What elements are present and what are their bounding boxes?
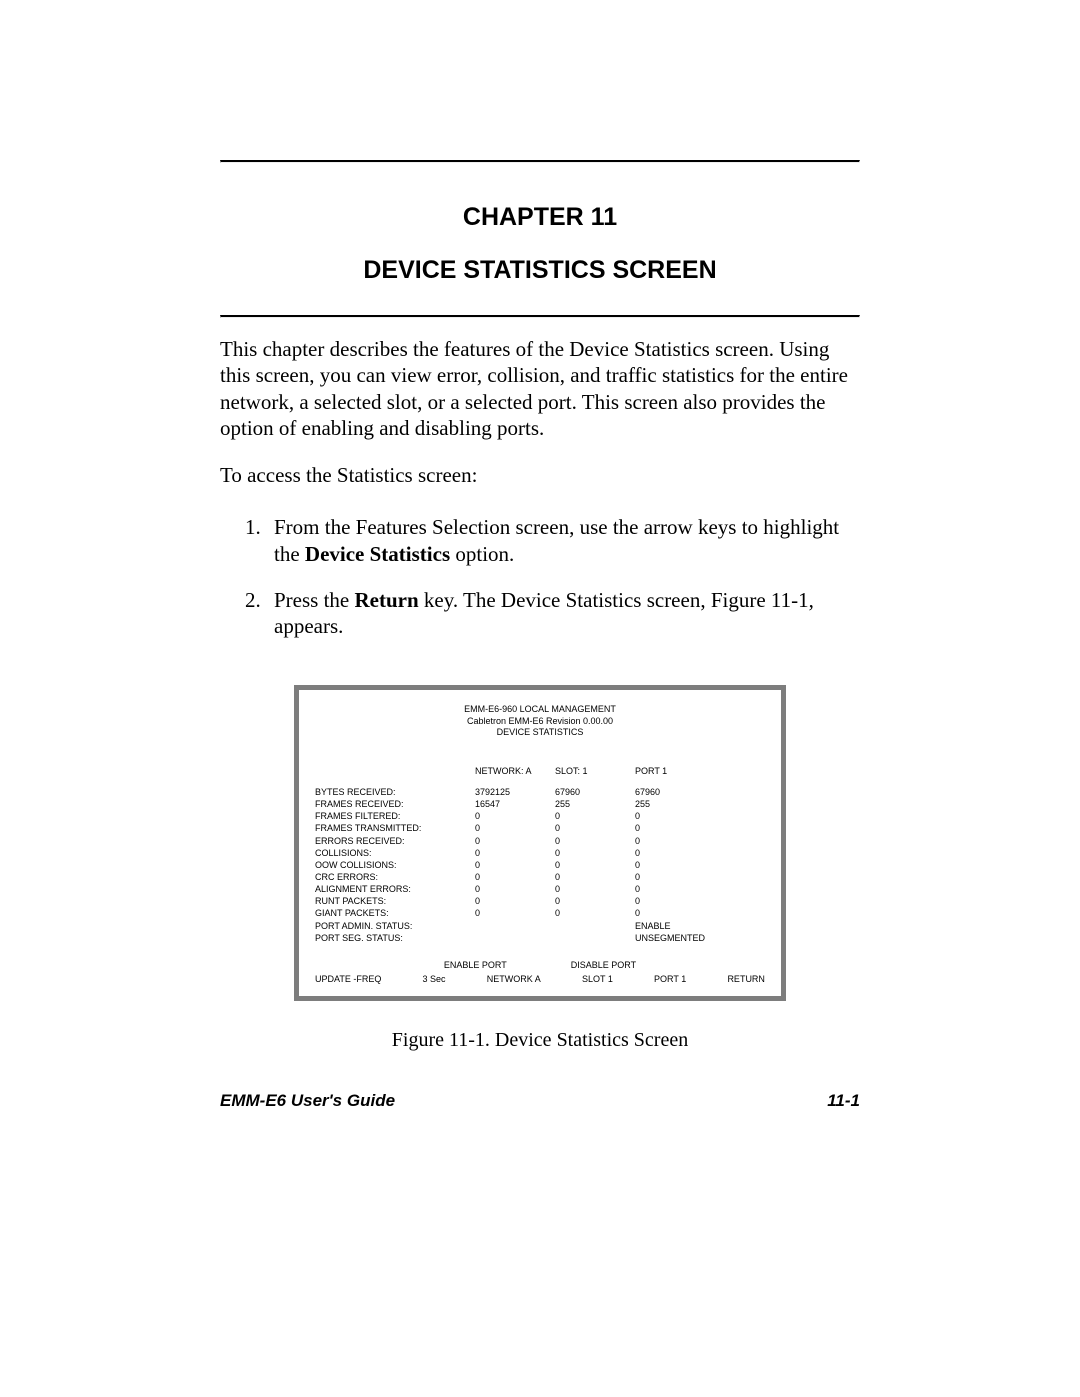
- device-statistics-screen: EMM-E6-960 LOCAL MANAGEMENT Cabletron EM…: [294, 685, 786, 1001]
- stats-value-port: UNSEGMENTED: [635, 932, 715, 944]
- stats-row: RUNT PACKETS:000: [315, 895, 765, 907]
- stats-value-slot: 0: [555, 895, 635, 907]
- stats-value-network: 0: [475, 871, 555, 883]
- update-freq-label: UPDATE -FREQ: [315, 974, 381, 984]
- bar-return: RETURN: [727, 974, 765, 984]
- step-1-bold: Device Statistics: [305, 542, 450, 566]
- stats-row: FRAMES FILTERED:000: [315, 810, 765, 822]
- col-network: NETWORK: A: [475, 766, 555, 776]
- stats-value-slot: 67960: [555, 786, 635, 798]
- stats-value-network: 0: [475, 883, 555, 895]
- mid-rule: [220, 315, 860, 318]
- stats-value-network: 0: [475, 835, 555, 847]
- stats-label: PORT SEG. STATUS:: [315, 932, 475, 944]
- stats-value-slot: 0: [555, 847, 635, 859]
- stats-value-port: 0: [635, 810, 715, 822]
- stats-label: PORT ADMIN. STATUS:: [315, 920, 475, 932]
- steps-list: From the Features Selection screen, use …: [220, 514, 860, 639]
- stats-value-network: 0: [475, 810, 555, 822]
- stats-label: FRAMES RECEIVED:: [315, 798, 475, 810]
- step-2: Press the Return key. The Device Statist…: [266, 587, 860, 640]
- stats-value-slot: 0: [555, 835, 635, 847]
- bar-slot: SLOT 1: [582, 974, 613, 984]
- footer-left: EMM-E6 User's Guide: [220, 1091, 395, 1111]
- stats-label: RUNT PACKETS:: [315, 895, 475, 907]
- stats-value-port: 0: [635, 907, 715, 919]
- stats-value-port: 0: [635, 822, 715, 834]
- stats-value-slot: 0: [555, 810, 635, 822]
- stats-row: GIANT PACKETS:000: [315, 907, 765, 919]
- stats-row: OOW COLLISIONS:000: [315, 859, 765, 871]
- stats-value-network: 3792125: [475, 786, 555, 798]
- stats-label: ALIGNMENT ERRORS:: [315, 883, 475, 895]
- top-rule: [220, 160, 860, 163]
- stats-value-port: 0: [635, 835, 715, 847]
- stats-value-network: 0: [475, 847, 555, 859]
- access-paragraph: To access the Statistics screen:: [220, 462, 860, 488]
- stats-value-slot: 0: [555, 859, 635, 871]
- stats-label: OOW COLLISIONS:: [315, 859, 475, 871]
- stats-row: ERRORS RECEIVED:000: [315, 835, 765, 847]
- stats-label: BYTES RECEIVED:: [315, 786, 475, 798]
- stats-label: FRAMES FILTERED:: [315, 810, 475, 822]
- stats-row: FRAMES RECEIVED:16547255255: [315, 798, 765, 810]
- stats-row: COLLISIONS:000: [315, 847, 765, 859]
- stats-value-port: ENABLE: [635, 920, 715, 932]
- stats-value-port: 67960: [635, 786, 715, 798]
- col-port: PORT 1: [635, 766, 715, 776]
- stats-row: FRAMES TRANSMITTED:000: [315, 822, 765, 834]
- stats-value-slot: 0: [555, 883, 635, 895]
- stats-value-network: 0: [475, 822, 555, 834]
- bar-port: PORT 1: [654, 974, 686, 984]
- screen-header-2: Cabletron EMM-E6 Revision 0.00.00: [315, 716, 765, 727]
- intro-paragraph: This chapter describes the features of t…: [220, 336, 860, 441]
- screen-header-3: DEVICE STATISTICS: [315, 727, 765, 738]
- stats-value-slot: 0: [555, 871, 635, 883]
- stats-value-network: [475, 932, 555, 944]
- stats-row: CRC ERRORS:000: [315, 871, 765, 883]
- col-slot: SLOT: 1: [555, 766, 635, 776]
- stats-value-network: 0: [475, 859, 555, 871]
- chapter-title: DEVICE STATISTICS SCREEN: [220, 256, 860, 285]
- stats-label: CRC ERRORS:: [315, 871, 475, 883]
- stats-row: PORT SEG. STATUS: UNSEGMENTED: [315, 932, 765, 944]
- stats-value-network: [475, 920, 555, 932]
- stats-value-network: 0: [475, 895, 555, 907]
- stats-row: ALIGNMENT ERRORS:000: [315, 883, 765, 895]
- enable-port-label: ENABLE PORT: [444, 960, 507, 970]
- stats-label: FRAMES TRANSMITTED:: [315, 822, 475, 834]
- stats-value-port: 0: [635, 859, 715, 871]
- stats-value-port: 255: [635, 798, 715, 810]
- stats-value-slot: [555, 920, 635, 932]
- step-1: From the Features Selection screen, use …: [266, 514, 860, 567]
- stats-label: GIANT PACKETS:: [315, 907, 475, 919]
- chapter-label: CHAPTER 11: [220, 203, 860, 232]
- figure-caption: Figure 11-1. Device Statistics Screen: [220, 1029, 860, 1052]
- step-2-text-a: Press the: [274, 588, 355, 612]
- stats-label: COLLISIONS:: [315, 847, 475, 859]
- footer-right: 11-1: [827, 1091, 860, 1111]
- step-1-text-c: option.: [450, 542, 514, 566]
- stats-value-slot: 255: [555, 798, 635, 810]
- stats-value-port: 0: [635, 847, 715, 859]
- stats-label: ERRORS RECEIVED:: [315, 835, 475, 847]
- screen-header-1: EMM-E6-960 LOCAL MANAGEMENT: [315, 704, 765, 715]
- stats-value-port: 0: [635, 895, 715, 907]
- stats-row: BYTES RECEIVED:37921256796067960: [315, 786, 765, 798]
- stats-value-network: 16547: [475, 798, 555, 810]
- stats-value-port: 0: [635, 871, 715, 883]
- disable-port-label: DISABLE PORT: [571, 960, 636, 970]
- stats-row: PORT ADMIN. STATUS: ENABLE: [315, 920, 765, 932]
- update-freq-value: 3 Sec: [423, 974, 446, 984]
- stats-value-network: 0: [475, 907, 555, 919]
- stats-value-slot: [555, 932, 635, 944]
- stats-value-slot: 0: [555, 822, 635, 834]
- stats-value-slot: 0: [555, 907, 635, 919]
- bar-network: NETWORK A: [487, 974, 541, 984]
- stats-value-port: 0: [635, 883, 715, 895]
- step-2-bold: Return: [355, 588, 419, 612]
